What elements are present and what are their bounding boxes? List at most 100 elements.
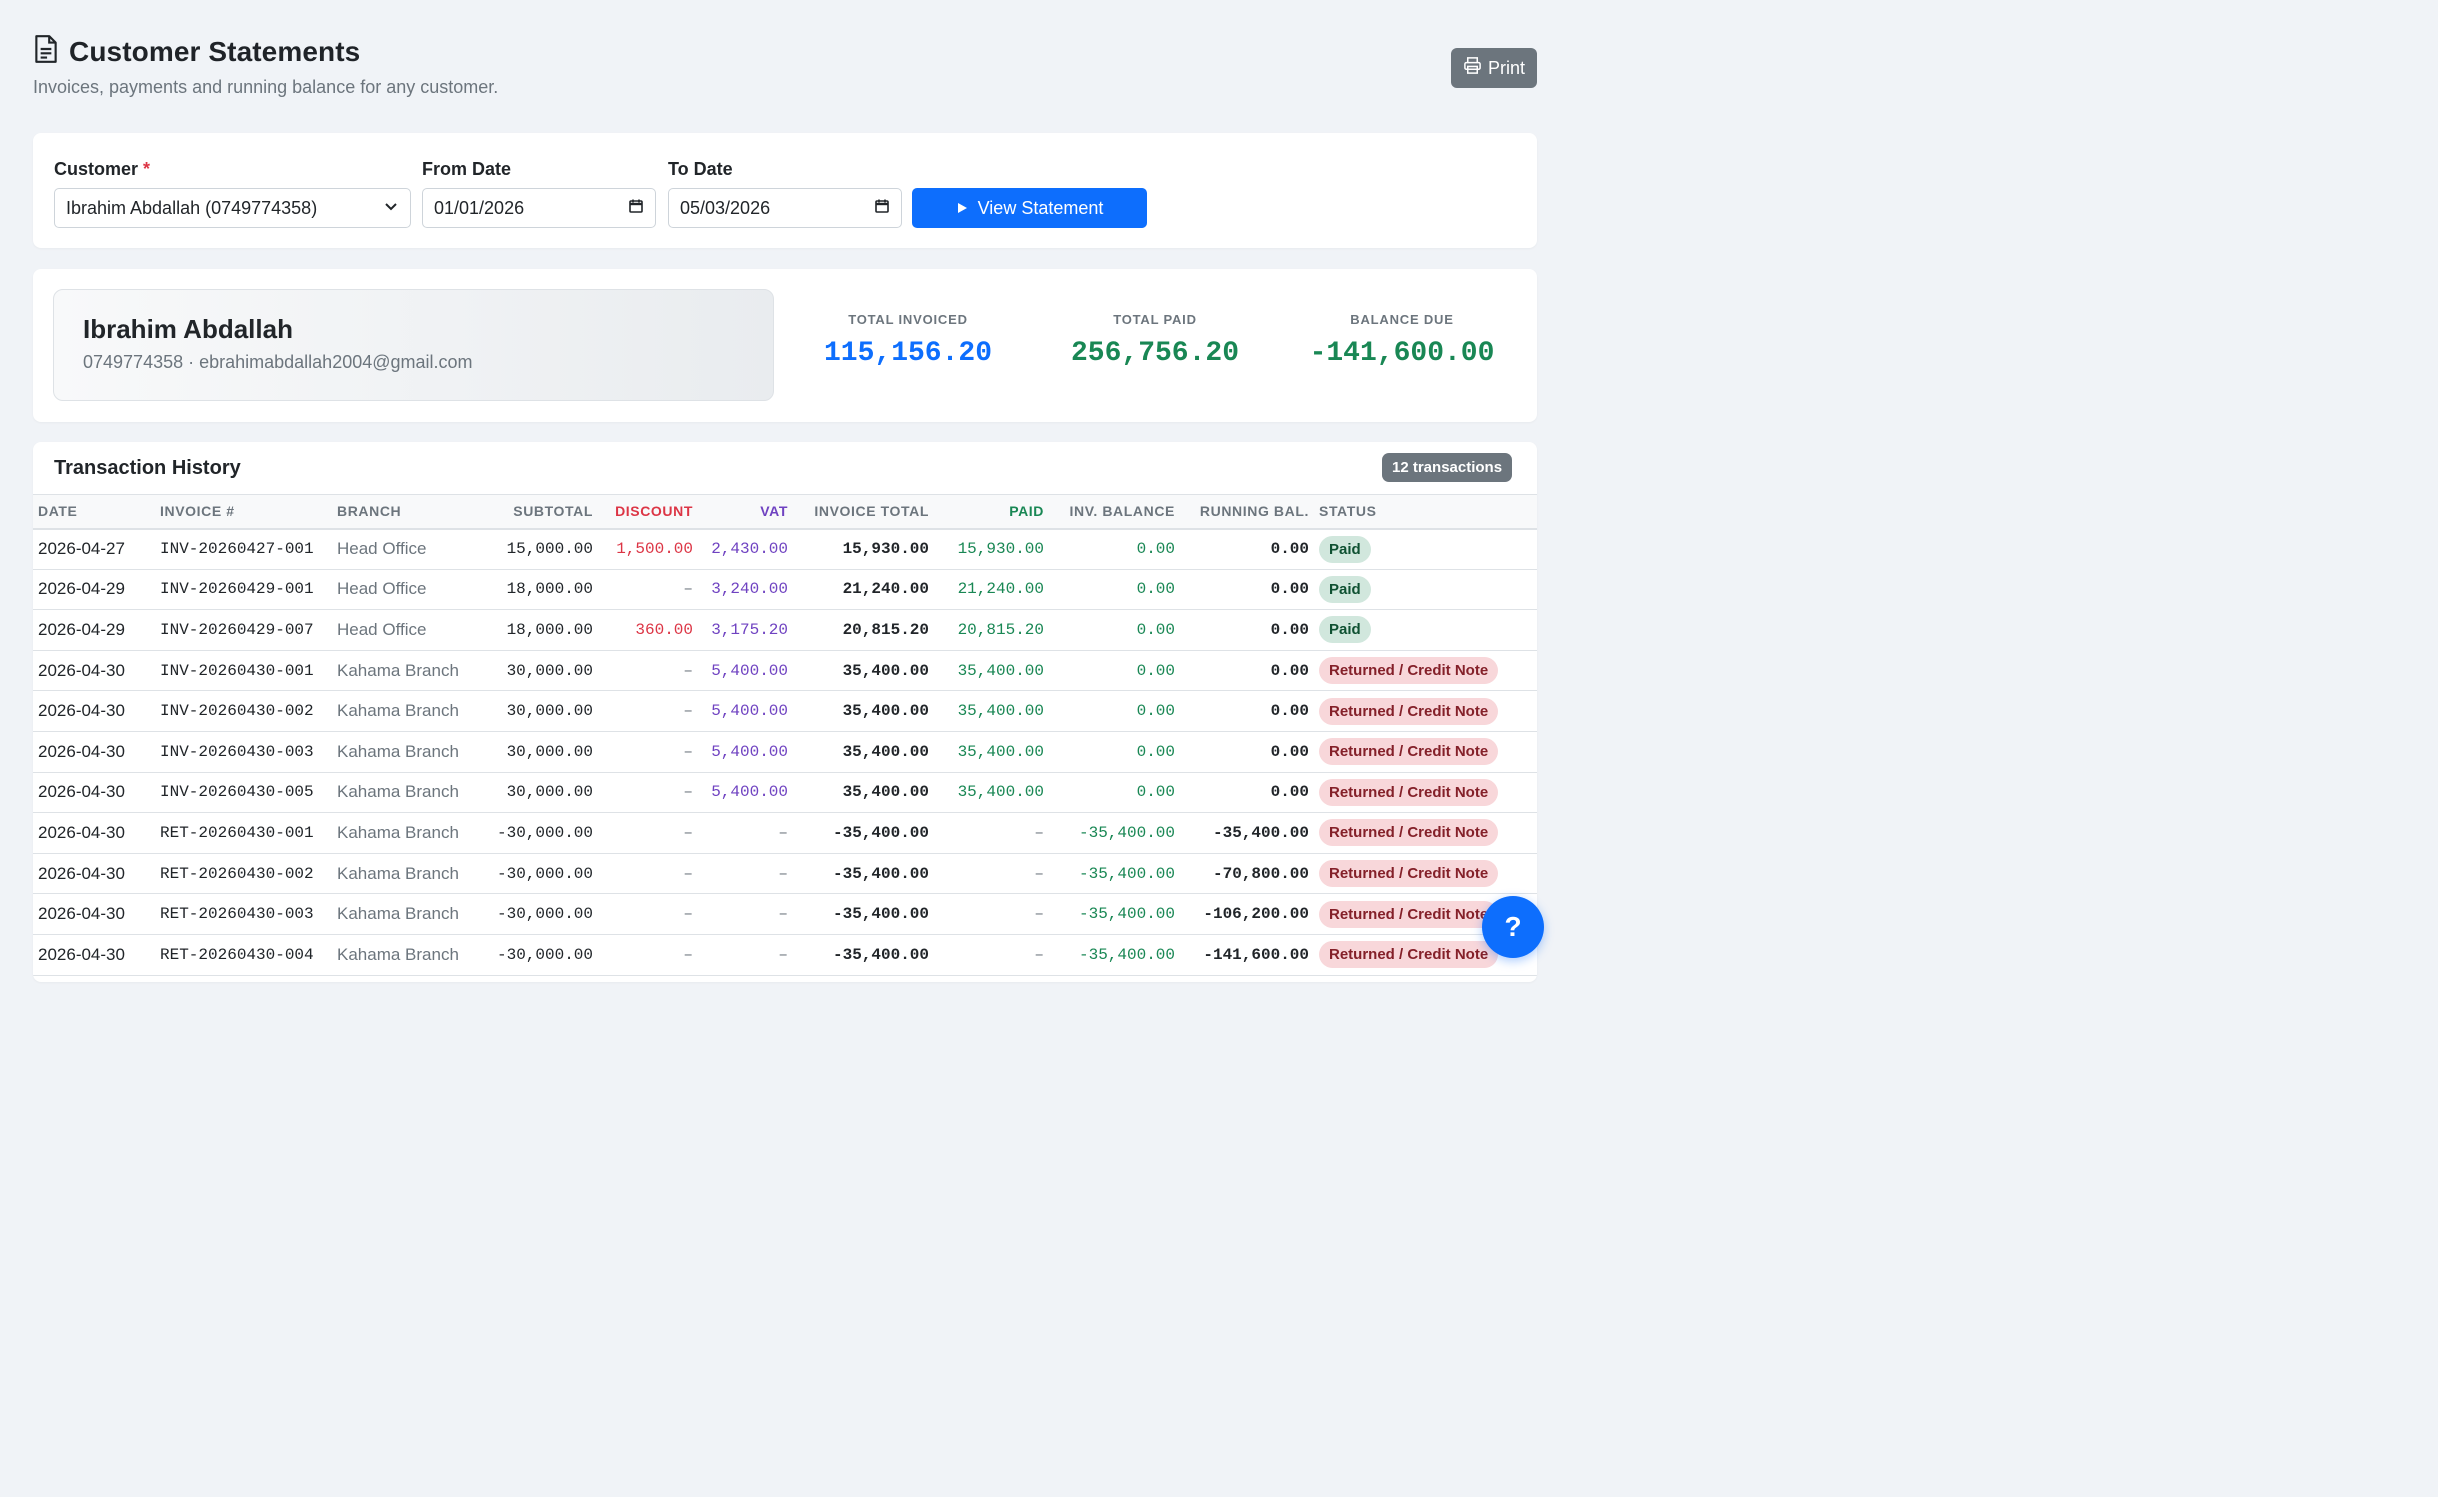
branch-cell: Kahama Branch [332, 731, 477, 773]
column-header: DATE [33, 494, 155, 530]
calendar-icon[interactable] [628, 198, 644, 219]
paid-cell: – [934, 812, 1049, 854]
status-cell: Returned / Credit Note [1314, 812, 1537, 854]
status-cell: Returned / Credit Note [1314, 772, 1537, 814]
vat-cell: – [698, 934, 793, 976]
invoice-cell: INV-20260430-001 [155, 650, 332, 692]
branch-cell: Kahama Branch [332, 853, 477, 895]
date-cell: 2026-04-30 [33, 731, 155, 773]
inv-balance-cell: 0.00 [1049, 690, 1180, 732]
branch-cell: Kahama Branch [332, 772, 477, 814]
status-cell: Paid [1314, 528, 1537, 570]
inv-balance-cell: -35,400.00 [1049, 812, 1180, 854]
table-row[interactable]: 2026-04-30 RET-20260430-004 Kahama Branch -… [33, 934, 1537, 976]
table-row[interactable]: 2026-04-30 INV-20260430-003 Kahama Branch 3… [33, 731, 1537, 773]
invoice-total-cell: 35,400.00 [793, 650, 934, 692]
view-statement-button[interactable]: View Statement [912, 188, 1147, 228]
paid-cell: – [934, 853, 1049, 895]
chevron-down-icon [383, 198, 399, 219]
help-button[interactable]: ? [1482, 896, 1544, 958]
table-row[interactable]: 2026-04-27 INV-20260427-001 Head Office 15,… [33, 528, 1537, 570]
subtotal-cell: 30,000.00 [477, 731, 598, 773]
subtotal-cell: -30,000.00 [477, 934, 598, 976]
inv-balance-cell: 0.00 [1049, 772, 1180, 814]
calendar-icon[interactable] [874, 198, 890, 219]
status-badge: Paid [1319, 575, 1371, 603]
print-label: Print [1487, 57, 1525, 78]
subtotal-cell: 18,000.00 [477, 569, 598, 611]
subtotal-cell: -30,000.00 [477, 893, 598, 935]
invoice-total-cell: -35,400.00 [793, 812, 934, 854]
invoice-cell: INV-20260430-002 [155, 690, 332, 732]
balance-due-stat: BALANCE DUE -141,600.00 [1292, 312, 1512, 369]
table-row[interactable]: 2026-04-30 INV-20260430-005 Kahama Branch 3… [33, 772, 1537, 814]
invoice-total-cell: -35,400.00 [793, 853, 934, 895]
subtotal-cell: -30,000.00 [477, 812, 598, 854]
print-button[interactable]: Print [1451, 48, 1537, 88]
transaction-history-title: Transaction History [54, 457, 241, 479]
table-row[interactable]: 2026-04-30 RET-20260430-001 Kahama Branch -… [33, 812, 1537, 854]
table-header-row: DATE INVOICE # BRANCH SUBTOTAL DISCOUNT VAT IN… [33, 494, 1537, 530]
printer-icon [1463, 56, 1482, 80]
table-row[interactable]: 2026-04-30 RET-20260430-002 Kahama Branch -… [33, 853, 1537, 895]
invoice-cell: INV-20260430-005 [155, 772, 332, 814]
to-date-input[interactable]: 05/03/2026 [668, 188, 902, 228]
paid-cell: 35,400.00 [934, 690, 1049, 732]
required-mark: * [143, 159, 151, 179]
paid-cell: 35,400.00 [934, 772, 1049, 814]
status-cell: Paid [1314, 609, 1537, 651]
stat-value: -141,600.00 [1309, 338, 1495, 369]
invoice-cell: INV-20260429-001 [155, 569, 332, 611]
status-badge: Returned / Credit Note [1319, 941, 1499, 969]
date-cell: 2026-04-30 [33, 690, 155, 732]
table-row[interactable]: 2026-04-30 INV-20260430-001 Kahama Branch 3… [33, 650, 1537, 692]
subtotal-cell: 30,000.00 [477, 650, 598, 692]
running-balance-cell: -35,400.00 [1180, 812, 1314, 854]
stat-label: TOTAL INVOICED [848, 312, 968, 327]
branch-cell: Kahama Branch [332, 690, 477, 732]
branch-cell: Kahama Branch [332, 934, 477, 976]
branch-cell: Kahama Branch [332, 893, 477, 935]
transaction-count-badge: 12 transactions [1382, 453, 1513, 482]
document-icon [33, 34, 59, 69]
running-balance-cell: 0.00 [1180, 569, 1314, 611]
status-badge: Returned / Credit Note [1319, 860, 1499, 888]
running-balance-cell: 0.00 [1180, 772, 1314, 814]
vat-cell: 3,175.20 [698, 609, 793, 651]
table-row[interactable]: 2026-04-30 INV-20260430-002 Kahama Branch 3… [33, 690, 1537, 732]
from-date-value: 01/01/2026 [434, 197, 525, 218]
vat-cell: 5,400.00 [698, 772, 793, 814]
customer-statements-page: Customer Statements Invoices, payments a… [0, 0, 1568, 982]
column-header: DISCOUNT [598, 494, 698, 530]
to-date-label: To Date [668, 159, 733, 179]
table-row[interactable]: 2026-04-29 INV-20260429-007 Head Office 18,… [33, 609, 1537, 651]
branch-cell: Head Office [332, 569, 477, 611]
discount-cell: – [598, 569, 698, 611]
discount-cell: – [598, 731, 698, 773]
status-cell: Paid [1314, 569, 1537, 611]
discount-cell: – [598, 853, 698, 895]
stat-label: TOTAL PAID [1113, 312, 1197, 327]
customer-name: Ibrahim Abdallah [83, 314, 293, 344]
column-header: INVOICE TOTAL [793, 494, 934, 530]
customer-select[interactable]: Ibrahim Abdallah (0749774358) [54, 188, 411, 228]
invoice-total-cell: 21,240.00 [793, 569, 934, 611]
column-header: VAT [698, 494, 793, 530]
transaction-history-card: Transaction History 12 transactions DATE… [33, 442, 1537, 982]
status-badge: Returned / Credit Note [1319, 738, 1499, 766]
from-date-input[interactable]: 01/01/2026 [422, 188, 656, 228]
table-row[interactable]: 2026-04-29 INV-20260429-001 Head Office 18,… [33, 569, 1537, 611]
paid-cell: 21,240.00 [934, 569, 1049, 611]
paid-cell: 20,815.20 [934, 609, 1049, 651]
inv-balance-cell: -35,400.00 [1049, 853, 1180, 895]
subtotal-cell: 15,000.00 [477, 528, 598, 570]
customer-contact: 0749774358 · ebrahimabdallah2004@gmail.c… [83, 352, 473, 372]
vat-cell: – [698, 812, 793, 854]
column-header: INV. BALANCE [1049, 494, 1180, 530]
table-row[interactable]: 2026-04-30 RET-20260430-003 Kahama Branch -… [33, 893, 1537, 935]
running-balance-cell: -70,800.00 [1180, 853, 1314, 895]
inv-balance-cell: 0.00 [1049, 609, 1180, 651]
status-badge: Returned / Credit Note [1319, 657, 1499, 685]
transactions-table: DATE INVOICE # BRANCH SUBTOTAL DISCOUNT VAT IN… [33, 494, 1537, 976]
running-balance-cell: 0.00 [1180, 690, 1314, 732]
